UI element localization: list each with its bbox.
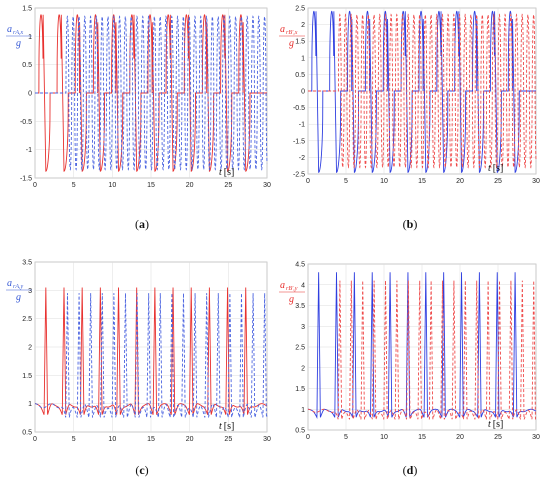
x-axis-label: t [s]	[219, 167, 234, 178]
y-tick-label: 0.5	[295, 428, 305, 435]
series-line-1	[308, 10, 536, 173]
y-tick-label: 3.5	[295, 303, 305, 310]
y-axis-label-denominator: g	[16, 292, 21, 303]
x-tick-label: 30	[263, 436, 271, 443]
y-tick-label: -1	[299, 122, 305, 129]
y-tick-label: 2.5	[22, 316, 32, 323]
x-tick-label: 15	[147, 182, 155, 189]
series-line-1	[35, 287, 268, 415]
x-tick-label: 20	[186, 182, 194, 189]
x-tick-label: 10	[380, 434, 388, 441]
x-tick-label: 20	[456, 178, 464, 185]
y-tick-label: 0	[301, 89, 305, 96]
x-tick-label: 15	[418, 434, 426, 441]
x-tick-label: 5	[344, 434, 348, 441]
y-tick-label: 2	[28, 345, 32, 352]
y-tick-label: 1.5	[22, 6, 32, 13]
y-tick-label: 3	[301, 324, 305, 331]
x-tick-label: 30	[532, 434, 540, 441]
series-line-1	[35, 14, 267, 172]
y-tick-label: 0.5	[22, 62, 32, 69]
x-tick-label: 30	[532, 178, 540, 185]
y-tick-label: 2	[301, 22, 305, 29]
x-tick-label: 10	[108, 436, 116, 443]
series-line-2	[308, 280, 537, 420]
y-axis-label-denominator: g	[16, 38, 21, 49]
y-tick-label: 1.5	[295, 39, 305, 46]
x-tick-label: 0	[306, 178, 310, 185]
chart-panel-c: 0 5 10 15 20 25 30 0.5 1 1.5 2 2.5 3 3.5 a rA,y g t [s] (c)	[6, 260, 271, 477]
y-tick-label: -1.5	[20, 176, 32, 183]
y-tick-label: -1	[26, 147, 32, 154]
y-tick-label: -2	[299, 155, 305, 162]
y-axis-label-subscript: rB',y	[286, 286, 298, 292]
x-axis-label: t [s]	[488, 163, 503, 174]
x-tick-label: 15	[418, 178, 426, 185]
y-tick-label: -2.5	[293, 172, 305, 179]
x-tick-label: 0	[33, 182, 37, 189]
y-tick-label: 1.5	[22, 373, 32, 380]
series-line-2	[35, 15, 268, 171]
x-tick-label: 15	[147, 436, 155, 443]
x-tick-label: 5	[72, 182, 76, 189]
y-tick-label: 1	[28, 401, 32, 408]
y-tick-label: 2.5	[295, 345, 305, 352]
y-axis-label-subscript: rA,y	[13, 284, 24, 290]
panel-label: (a)	[135, 217, 149, 231]
y-axis-label-numerator: a	[7, 278, 12, 289]
y-axis-label-denominator: g	[289, 38, 294, 49]
y-tick-label: 0	[28, 91, 32, 98]
y-tick-label: 3.5	[22, 260, 32, 267]
y-axis-label-subscript: rA,x	[13, 30, 24, 36]
y-tick-label: 1	[301, 55, 305, 62]
y-tick-label: 4	[301, 282, 305, 289]
x-tick-label: 5	[344, 178, 348, 185]
x-tick-label: 0	[33, 436, 37, 443]
chart-panel-b: 0 5 10 15 20 25 30 -2.5 -2 -1.5 -1 -0.5 0 0.5 1 1.5 2 2.5…	[279, 6, 540, 231]
panel-label: (b)	[403, 217, 418, 231]
chart-panel-a: 0 5 10 15 20 25 30 -1.5 -1 -0.5 0 0.5 1 1.5 a rA,x g t [s]…	[6, 6, 271, 231]
y-axis-label-numerator: a	[280, 280, 285, 291]
series-line-2	[308, 13, 537, 169]
y-tick-label: -1.5	[293, 138, 305, 145]
y-tick-label: 0.5	[295, 72, 305, 79]
x-tick-label: 25	[494, 434, 502, 441]
panel-label: (c)	[135, 463, 148, 477]
series-line-2	[35, 293, 268, 418]
y-axis-label-numerator: a	[280, 24, 285, 35]
y-tick-label: 4.5	[295, 262, 305, 269]
y-tick-label: -0.5	[20, 119, 32, 126]
y-axis-label-subscript: rB',x	[286, 30, 298, 36]
y-tick-label: 1	[28, 34, 32, 41]
y-axis-label-denominator: g	[289, 294, 294, 305]
series-line-1	[308, 272, 537, 420]
x-tick-label: 20	[456, 434, 464, 441]
panel-label: (d)	[403, 463, 418, 477]
y-tick-label: 1	[301, 407, 305, 414]
x-tick-label: 0	[306, 434, 310, 441]
x-tick-label: 25	[494, 178, 502, 185]
y-tick-label: 1.5	[295, 386, 305, 393]
x-tick-label: 5	[72, 436, 76, 443]
y-tick-label: 2.5	[295, 6, 305, 13]
x-axis-label: t [s]	[219, 421, 234, 432]
x-tick-label: 10	[380, 178, 388, 185]
x-tick-label: 20	[186, 436, 194, 443]
y-tick-label: 2	[301, 365, 305, 372]
x-tick-label: 25	[224, 436, 232, 443]
x-tick-label: 25	[224, 182, 232, 189]
y-tick-label: 0.5	[22, 430, 32, 437]
y-axis-label-numerator: a	[7, 24, 12, 35]
x-axis-label: t [s]	[488, 419, 503, 430]
y-tick-label: -0.5	[293, 105, 305, 112]
x-tick-label: 30	[263, 182, 271, 189]
x-tick-label: 10	[108, 182, 116, 189]
chart-panel-d: 0 5 10 15 20 25 30 0.5 1 1.5 2 2.5 3 3.5 4 4.5 a rB',y g t[…	[279, 262, 540, 477]
y-tick-label: 3	[28, 288, 32, 295]
